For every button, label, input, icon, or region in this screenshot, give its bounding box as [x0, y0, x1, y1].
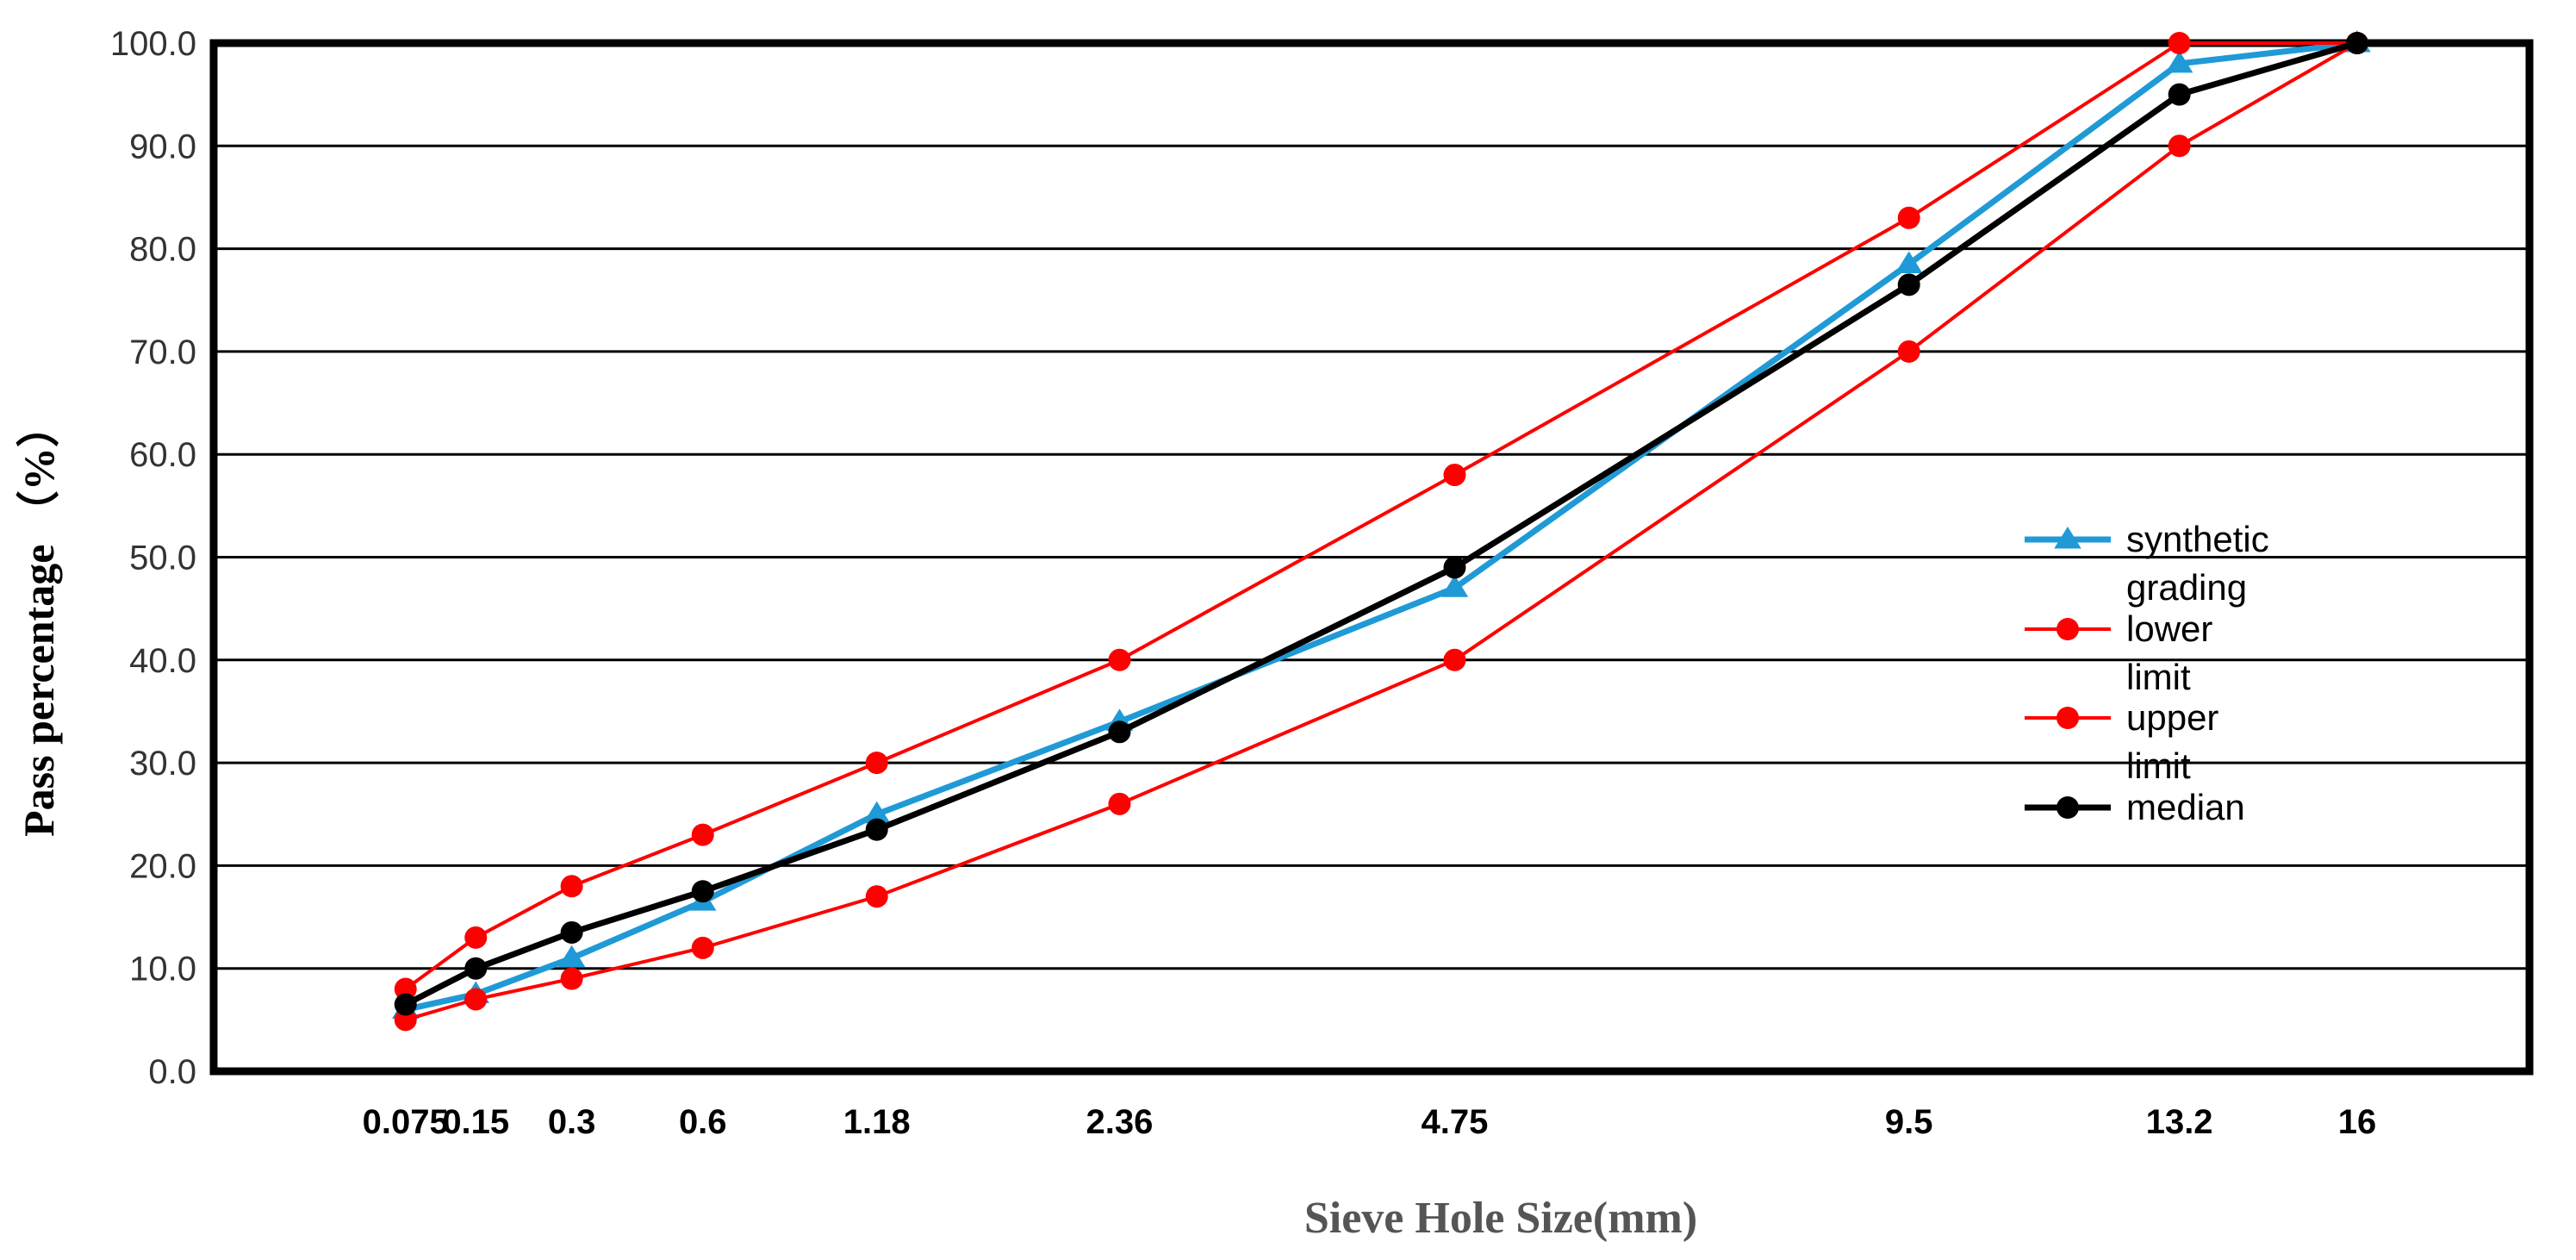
data-point-marker	[464, 957, 488, 980]
data-point-marker	[865, 752, 888, 775]
data-point-marker	[1440, 575, 1469, 597]
legend-label: limit	[2126, 657, 2191, 697]
data-point-marker	[394, 993, 417, 1016]
data-point-marker	[394, 1008, 417, 1032]
x-tick-label: 0.6	[679, 1103, 727, 1141]
y-tick-label: 40.0	[129, 642, 196, 680]
legend-label: synthetic	[2126, 519, 2269, 559]
x-tick-label: 0.15	[442, 1103, 509, 1141]
data-point-marker	[1897, 273, 1920, 296]
data-point-marker	[865, 885, 888, 908]
legend-item: median	[2025, 787, 2245, 827]
y-tick-label: 80.0	[129, 231, 196, 269]
data-point-marker	[1108, 648, 1131, 671]
y-tick-label: 30.0	[129, 745, 196, 783]
x-tick-label: 0.075	[363, 1103, 449, 1141]
data-point-marker	[560, 875, 583, 898]
data-point-marker	[1443, 464, 1466, 487]
data-point-marker	[2168, 32, 2191, 54]
data-point-marker	[2168, 134, 2191, 158]
series-synthetic-grading	[391, 30, 2371, 1019]
data-point-marker	[464, 988, 488, 1011]
data-point-marker	[2168, 83, 2191, 106]
data-point-marker	[1897, 206, 1920, 229]
y-tick-label: 20.0	[129, 847, 196, 885]
legend-label: upper	[2126, 697, 2218, 738]
y-tick-label: 60.0	[129, 436, 196, 474]
x-tick-label: 13.2	[2146, 1103, 2213, 1141]
y-tick-label: 90.0	[129, 128, 196, 165]
legend: syntheticgradinglowerlimitupperlimitmedi…	[2025, 519, 2269, 827]
y-axis-label: Pass percentage （%）	[15, 404, 63, 837]
data-point-marker	[2054, 527, 2081, 549]
y-tick-label: 70.0	[129, 334, 196, 371]
data-point-marker	[1897, 340, 1920, 363]
data-point-marker	[2056, 796, 2079, 819]
legend-label: limit	[2126, 745, 2191, 786]
data-point-marker	[1443, 556, 1466, 579]
data-point-marker	[2056, 707, 2079, 729]
x-tick-label: 16	[2338, 1103, 2377, 1141]
data-point-marker	[560, 967, 583, 990]
legend-item: lower limit	[2025, 608, 2212, 697]
data-point-marker	[2165, 50, 2193, 73]
data-point-marker	[691, 936, 714, 959]
data-point-marker	[865, 818, 888, 841]
y-tick-label: 10.0	[129, 951, 196, 989]
data-point-marker	[560, 920, 583, 944]
data-point-marker	[1108, 792, 1131, 815]
plot-frame	[209, 39, 2534, 1076]
x-tick-label: 4.75	[1422, 1103, 1489, 1141]
y-tick-label: 0.0	[148, 1053, 196, 1091]
series-line	[404, 40, 2358, 1013]
y-tick-label: 100.0	[110, 25, 196, 63]
data-point-marker	[557, 945, 586, 968]
data-point-marker	[862, 801, 891, 824]
x-axis-label: Sieve Hole Size(mm)	[1304, 1194, 1697, 1243]
series-layer	[391, 30, 2371, 1032]
data-point-marker	[464, 926, 488, 949]
x-tick-label: 1.18	[843, 1103, 911, 1141]
series-line	[405, 41, 2358, 1022]
series-median	[394, 32, 2368, 1016]
plot-border	[209, 39, 2534, 1076]
x-tick-label: 9.5	[1885, 1103, 1933, 1141]
x-tick-label: 0.3	[548, 1103, 596, 1141]
series-upper-limit	[394, 32, 2368, 1001]
data-point-marker	[1895, 251, 1923, 273]
legend-label: grading	[2126, 567, 2247, 608]
grid-layer	[214, 144, 2529, 970]
data-point-marker	[691, 823, 714, 846]
axis-layer: 0.0 10.0 20.0 30.0 40.0 50.0 60.0 70.0 80.0 90.0 1…	[110, 25, 2376, 1141]
series-line	[404, 41, 2357, 991]
legend-item: synthetic grading	[2025, 519, 2269, 608]
legend-label: median	[2126, 787, 2245, 827]
data-point-marker	[2345, 32, 2368, 54]
data-point-marker	[1108, 720, 1131, 744]
data-point-marker	[2056, 618, 2079, 640]
legend-label: lower	[2126, 608, 2212, 649]
series-lower-limit	[394, 32, 2368, 1032]
series-line	[404, 40, 2358, 1007]
data-point-marker	[1443, 648, 1466, 671]
y-tick-label: 50.0	[129, 540, 196, 577]
x-tick-label: 2.36	[1086, 1103, 1154, 1141]
data-point-marker	[691, 880, 714, 903]
data-point-marker	[394, 977, 417, 1001]
legend-item: upper limit	[2025, 697, 2218, 786]
